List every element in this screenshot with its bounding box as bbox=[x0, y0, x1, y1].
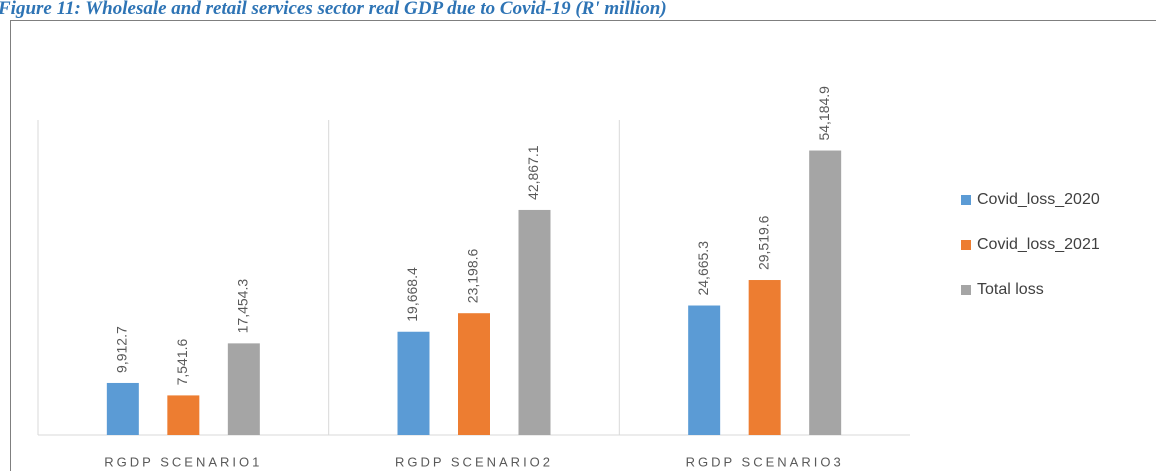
legend-swatch bbox=[961, 195, 971, 205]
bar bbox=[167, 395, 200, 435]
x-tick-label: RGDP SCENARIO3 bbox=[686, 454, 844, 469]
x-tick-label: RGDP SCENARIO2 bbox=[395, 454, 553, 469]
bar bbox=[688, 305, 721, 435]
bar bbox=[809, 150, 842, 435]
bar bbox=[748, 280, 781, 435]
value-label: 9,912.7 bbox=[114, 326, 130, 373]
value-label: 19,668.4 bbox=[404, 267, 420, 322]
bar bbox=[458, 313, 490, 435]
value-label: 24,665.3 bbox=[695, 241, 711, 296]
value-label: 42,867.1 bbox=[525, 145, 541, 200]
bar bbox=[227, 343, 260, 435]
value-label: 17,454.3 bbox=[235, 279, 251, 334]
legend-swatch bbox=[961, 240, 971, 250]
legend-swatch bbox=[961, 285, 971, 295]
legend-label: Covid_loss_2020 bbox=[977, 191, 1100, 208]
chart-title: Figure 11: Wholesale and retail services… bbox=[0, 0, 667, 19]
value-label: 54,184.9 bbox=[816, 86, 832, 141]
legend-label: Total loss bbox=[977, 281, 1044, 298]
value-label: 23,198.6 bbox=[465, 248, 481, 303]
legend-label: Covid_loss_2021 bbox=[977, 236, 1100, 253]
bar bbox=[397, 331, 430, 435]
bar bbox=[518, 209, 551, 435]
value-label: 29,519.6 bbox=[755, 215, 771, 270]
x-tick-label: RGDP SCENARIO1 bbox=[104, 454, 262, 469]
value-label: 7,541.6 bbox=[174, 338, 190, 385]
bar bbox=[106, 382, 139, 435]
